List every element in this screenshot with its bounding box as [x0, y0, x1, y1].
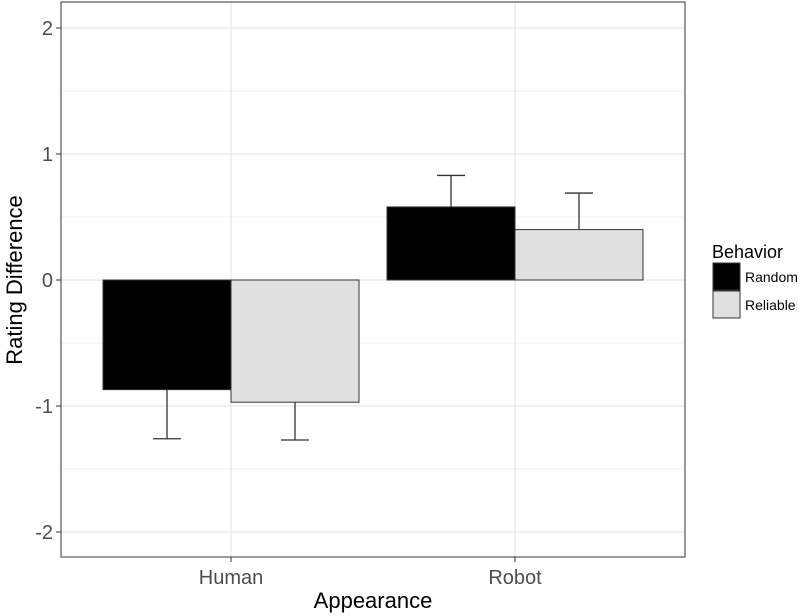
- legend-label: Reliable: [745, 297, 796, 313]
- y-tick-label: 0: [42, 270, 53, 292]
- bar-human-random: [102, 279, 232, 391]
- x-axis-title: Appearance: [314, 588, 433, 613]
- bar-robot-random: [386, 206, 516, 281]
- y-tick-label: -2: [35, 522, 53, 544]
- legend-label: Random: [745, 269, 798, 285]
- bar-human-reliable: [230, 279, 360, 403]
- legend-title: Behavior: [712, 242, 783, 262]
- x-tick-label: Human: [199, 567, 263, 589]
- y-tick-label: 2: [42, 18, 53, 40]
- y-tick-label: 1: [42, 144, 53, 166]
- legend-key-reliable: [712, 290, 741, 319]
- bar-robot-reliable: [514, 229, 644, 281]
- legend-key-random: [712, 262, 741, 291]
- y-tick-label: -1: [35, 396, 53, 418]
- x-tick-label: Robot: [488, 567, 542, 589]
- y-axis-title: Rating Difference: [2, 195, 27, 365]
